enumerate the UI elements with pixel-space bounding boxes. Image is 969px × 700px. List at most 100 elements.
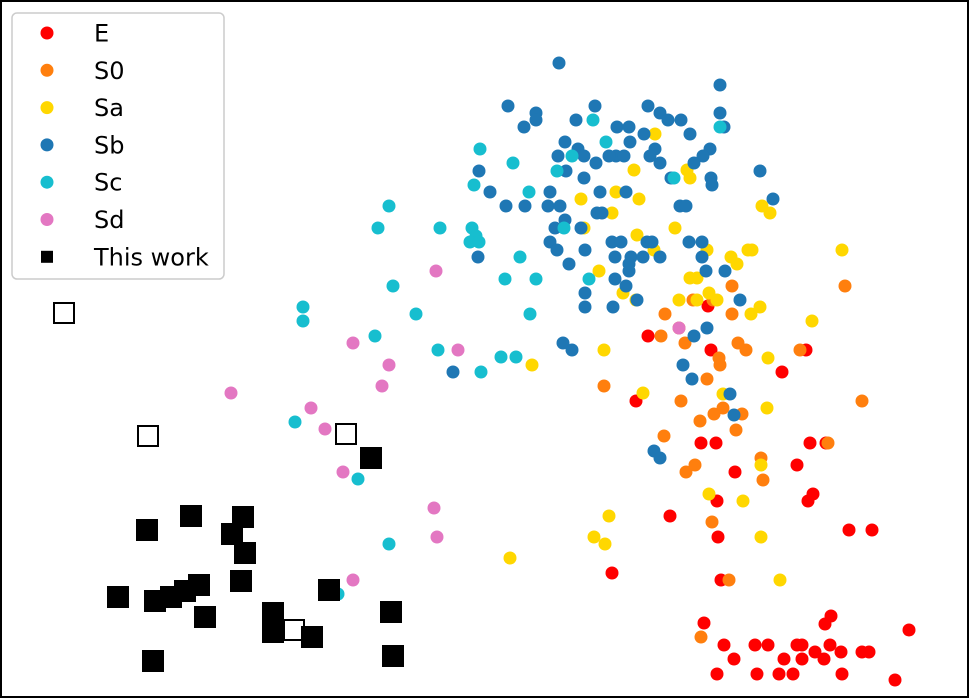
- point-sc: [467, 178, 481, 192]
- point-e: [711, 530, 725, 544]
- point-sa: [805, 314, 819, 328]
- point-e: [697, 616, 711, 630]
- point-sb: [713, 106, 727, 120]
- point-e: [842, 523, 856, 537]
- point-sd: [672, 321, 686, 335]
- point-sb: [578, 300, 592, 314]
- point-sa: [753, 300, 767, 314]
- point-sb: [602, 149, 616, 163]
- point-sc: [582, 272, 596, 286]
- point-sc: [463, 235, 477, 249]
- point-sd: [224, 386, 238, 400]
- point-sb: [548, 221, 562, 235]
- point-sb: [630, 293, 644, 307]
- legend-marker-sd: [40, 213, 54, 226]
- point-sa: [592, 264, 606, 278]
- point-sd: [382, 358, 396, 372]
- point-sc: [513, 250, 527, 264]
- point-e: [704, 343, 718, 357]
- point-sb: [622, 264, 636, 278]
- point-e: [818, 617, 832, 631]
- point-sa: [630, 228, 644, 242]
- point-sa: [710, 293, 724, 307]
- point-sd: [430, 530, 444, 544]
- point-sc: [382, 537, 396, 551]
- point-s0: [739, 343, 753, 357]
- point-sc: [523, 307, 537, 321]
- point-e: [795, 652, 809, 666]
- point-s0: [725, 279, 739, 293]
- point-sb: [676, 358, 690, 372]
- point-s0: [678, 336, 692, 350]
- point-this-work: [318, 579, 340, 601]
- point-sa: [602, 509, 616, 523]
- point-e: [865, 523, 879, 537]
- point-sb: [569, 113, 583, 127]
- point-sc: [473, 142, 487, 156]
- point-s0: [838, 279, 852, 293]
- point-sa: [525, 358, 539, 372]
- point-sb: [562, 257, 576, 271]
- point-this-work: [360, 447, 382, 469]
- legend-marker-sa: [40, 101, 54, 115]
- point-sa: [503, 551, 517, 565]
- point-sb: [446, 365, 460, 379]
- point-sa: [605, 206, 619, 220]
- legend-label-e: E: [94, 20, 109, 48]
- point-s0: [821, 436, 835, 450]
- point-sb: [727, 408, 741, 422]
- point-this-work: [230, 570, 252, 592]
- point-sc: [713, 120, 727, 134]
- point-sc: [494, 350, 508, 364]
- point-e: [605, 566, 619, 580]
- point-sc: [522, 185, 536, 199]
- point-sb: [713, 78, 727, 92]
- point-s0: [693, 414, 707, 428]
- point-e: [710, 667, 724, 681]
- point-this-work: [234, 542, 256, 564]
- point-sa: [690, 293, 704, 307]
- point-sb: [610, 120, 624, 134]
- point-sc: [565, 149, 579, 163]
- series-sc: [288, 113, 727, 601]
- point-sc: [506, 156, 520, 170]
- point-sb: [645, 235, 659, 249]
- point-sb: [529, 113, 543, 127]
- point-sb: [687, 329, 701, 343]
- point-sb: [687, 156, 701, 170]
- point-sb: [574, 221, 588, 235]
- point-s0: [716, 401, 730, 415]
- point-this-work: [107, 586, 129, 608]
- point-sd: [375, 379, 389, 393]
- point-this-work: [301, 626, 323, 648]
- point-sc: [431, 343, 445, 357]
- point-sa: [598, 537, 612, 551]
- point-sb: [541, 199, 555, 213]
- point-sb: [696, 149, 710, 163]
- point-sa: [587, 530, 601, 544]
- point-sc: [550, 164, 564, 178]
- point-sb: [636, 250, 650, 264]
- point-sb: [551, 149, 565, 163]
- series-this-work: [53, 302, 404, 672]
- point-sb: [617, 149, 631, 163]
- point-e: [786, 667, 800, 681]
- point-sb: [619, 279, 633, 293]
- point-sb: [641, 99, 655, 113]
- point-e: [902, 623, 916, 637]
- point-sb: [588, 99, 602, 113]
- point-s0: [705, 515, 719, 529]
- point-e: [795, 638, 809, 652]
- point-e: [761, 638, 775, 652]
- point-sc: [474, 365, 488, 379]
- point-sb: [472, 164, 486, 178]
- point-sc: [409, 307, 423, 321]
- point-this-work: [380, 601, 402, 623]
- point-e: [862, 645, 876, 659]
- point-sb: [593, 185, 607, 199]
- point-this-work: [194, 606, 216, 628]
- point-sa: [702, 487, 716, 501]
- point-sb: [565, 343, 579, 357]
- point-e: [641, 329, 655, 343]
